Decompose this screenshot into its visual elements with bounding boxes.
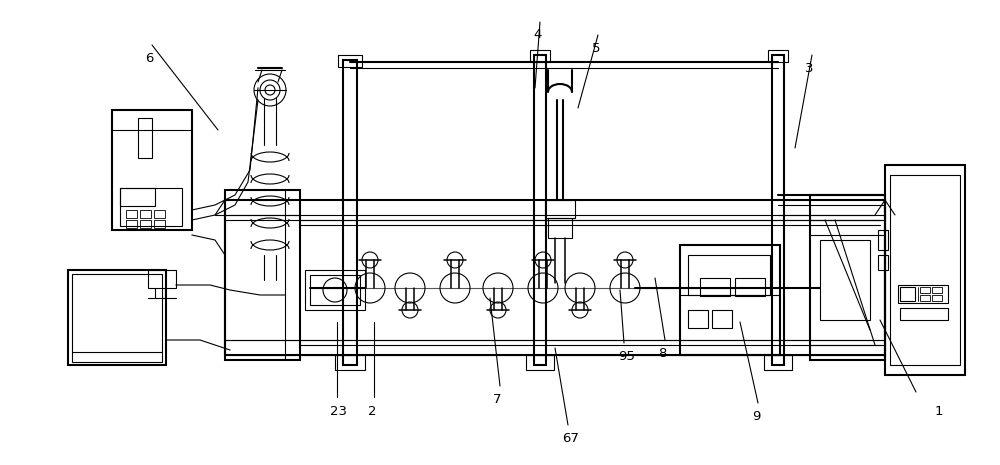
Text: 95: 95 xyxy=(618,350,635,363)
Text: 1: 1 xyxy=(935,405,944,418)
Text: 23: 23 xyxy=(330,405,347,418)
Text: 5: 5 xyxy=(592,42,600,55)
Text: 8: 8 xyxy=(658,347,666,360)
Text: 4: 4 xyxy=(533,28,541,41)
Text: 2: 2 xyxy=(368,405,376,418)
Text: 7: 7 xyxy=(493,393,502,406)
Text: 6: 6 xyxy=(145,52,153,65)
Text: 9: 9 xyxy=(752,410,760,423)
Text: 67: 67 xyxy=(562,432,579,445)
Text: 3: 3 xyxy=(805,62,814,75)
